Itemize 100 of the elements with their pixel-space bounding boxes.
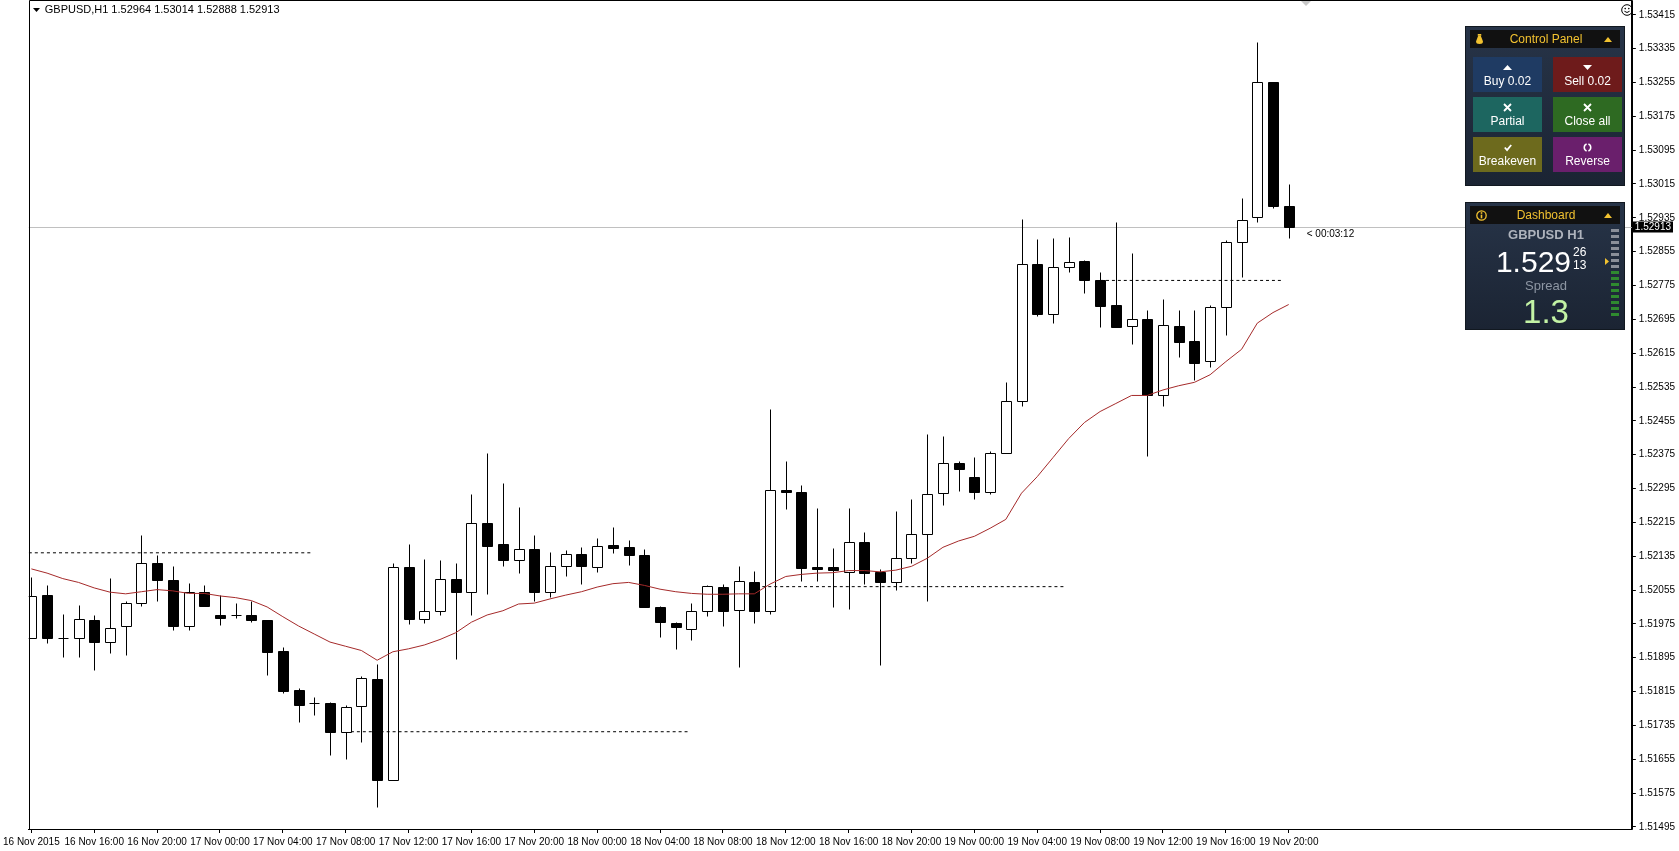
annotation: Breakeven <box>1477 154 1538 169</box>
y-tick-label: 1.51895 <box>1638 651 1676 663</box>
candlestick <box>246 601 257 623</box>
y-tick-label: 1.51495 <box>1638 820 1676 832</box>
x-tick-label: 17 Nov 16:00 <box>441 835 502 847</box>
x-tick-label: 18 Nov 16:00 <box>818 835 879 847</box>
y-tick-label: 1.51575 <box>1638 786 1676 798</box>
candlestick <box>89 615 100 671</box>
x-tick-label: 19 Nov 04:00 <box>1007 835 1068 847</box>
candlestick <box>1189 310 1200 381</box>
text: Dashboard <box>1515 207 1577 223</box>
x-tick-label: 16 Nov 20:00 <box>127 835 188 847</box>
ref-line-label: 1.52913 <box>1634 221 1672 233</box>
y-tick-label: 1.52695 <box>1638 313 1676 325</box>
candlestick <box>309 697 320 716</box>
annotation: GBPUSD H1 <box>1507 227 1585 242</box>
candlestick <box>686 603 697 641</box>
candlestick <box>498 483 509 567</box>
button: Sell 0.02 <box>1553 57 1622 92</box>
candlestick <box>105 578 116 654</box>
candlestick <box>561 550 572 577</box>
x-tick-label: 19 Nov 12:00 <box>1133 835 1194 847</box>
candlestick <box>74 605 85 658</box>
x-tick-label: 19 Nov 16:00 <box>1196 835 1257 847</box>
candlestick <box>592 538 603 573</box>
candlestick <box>1174 310 1185 358</box>
x-tick-label: 18 Nov 08:00 <box>693 835 754 847</box>
candlestick <box>671 622 682 650</box>
candlestick <box>1237 198 1248 278</box>
candlestick <box>608 527 619 554</box>
x-tick-label: 19 Nov 20:00 <box>1258 835 1319 847</box>
annotation: Buy 0.02 <box>1482 74 1533 89</box>
y-tick-label: 1.52135 <box>1638 549 1676 561</box>
y-tick-label: 1.53175 <box>1638 110 1676 122</box>
candlestick <box>655 606 666 638</box>
candlestick <box>624 540 635 566</box>
candlestick <box>1064 237 1075 273</box>
y-tick-label: 1.52775 <box>1638 279 1676 291</box>
y-tick-label: 1.53255 <box>1638 76 1676 88</box>
button: Close all <box>1553 97 1622 132</box>
candlestick <box>969 457 980 500</box>
y-tick-label: 1.52055 <box>1638 583 1676 595</box>
x-tick-label: 16 Nov 2015 <box>3 835 61 847</box>
text: Control Panel <box>1508 31 1584 47</box>
y-tick-label: 1.52375 <box>1638 448 1676 460</box>
x-tick-label: 17 Nov 20:00 <box>504 835 565 847</box>
candlestick <box>718 584 729 627</box>
x-tick-label: 18 Nov 12:00 <box>756 835 816 847</box>
annotation: Partial <box>1489 114 1526 129</box>
annotation: Reverse <box>1564 154 1611 169</box>
x-tick-label: 17 Nov 00:00 <box>190 835 251 847</box>
y-tick-label: 1.52215 <box>1638 516 1676 528</box>
candlestick <box>58 614 69 658</box>
annotation: 1.529 <box>1494 245 1571 278</box>
y-tick-label: 1.53335 <box>1638 42 1676 54</box>
annotation: Close all <box>1563 114 1612 129</box>
annotation: Spread <box>1524 278 1568 293</box>
annotation: Sell 0.02 <box>1563 74 1612 89</box>
candlestick <box>954 461 965 492</box>
candlestick <box>152 555 163 602</box>
y-tick-label: 1.53015 <box>1638 177 1676 189</box>
y-tick-label: 1.52855 <box>1638 245 1676 257</box>
candlestick <box>812 508 823 582</box>
annotation: 26 <box>1573 245 1588 259</box>
candlestick <box>514 507 525 574</box>
y-tick-label: 1.53415 <box>1638 8 1676 20</box>
candlestick <box>1284 184 1295 239</box>
y-tick-label: 1.52295 <box>1638 482 1676 494</box>
y-tick-label: 1.52535 <box>1638 380 1676 392</box>
button: Reverse <box>1553 137 1622 172</box>
candlestick <box>199 585 210 607</box>
y-tick-label: 1.52935 <box>1638 211 1676 223</box>
x-tick-label: 16 Nov 16:00 <box>64 835 125 847</box>
annotation: < 00:03:12 <box>1306 227 1355 239</box>
x-tick-label: 17 Nov 04:00 <box>253 835 313 847</box>
button: Breakeven <box>1473 137 1542 172</box>
y-tick-label: 1.51655 <box>1638 752 1676 764</box>
y-tick-label: 1.51975 <box>1638 617 1676 629</box>
candlestick <box>121 601 132 656</box>
y-tick-label: 1.51815 <box>1638 685 1676 697</box>
candlestick <box>906 499 917 564</box>
y-tick-label: 1.52615 <box>1638 346 1676 358</box>
candlestick <box>215 595 226 626</box>
candlestick <box>451 563 462 660</box>
candlestick <box>482 453 493 595</box>
candlestick <box>231 603 242 619</box>
candlestick <box>576 547 587 585</box>
x-tick-label: 17 Nov 12:00 <box>378 835 439 847</box>
x-tick-label: 18 Nov 00:00 <box>567 835 628 847</box>
candlestick <box>1079 260 1090 294</box>
y-tick-label: 1.51735 <box>1638 719 1676 731</box>
candlestick <box>294 688 305 723</box>
x-tick-label: 19 Nov 08:00 <box>1070 835 1131 847</box>
x-tick-label: 17 Nov 08:00 <box>315 835 376 847</box>
y-tick-label: 1.52455 <box>1638 414 1676 426</box>
annotation: 1.3 <box>1522 293 1570 330</box>
x-tick-label: 19 Nov 00:00 <box>944 835 1005 847</box>
candlestick <box>781 461 792 510</box>
candlestick <box>419 559 430 624</box>
x-tick-label: 18 Nov 04:00 <box>630 835 691 847</box>
